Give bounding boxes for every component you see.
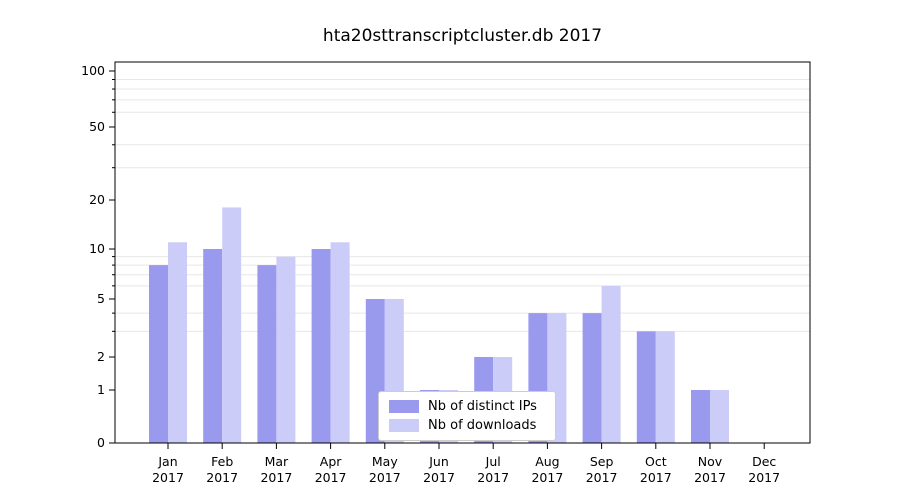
x-tick-label-sep: Sep 2017	[586, 454, 618, 485]
x-tick-label-aug: Aug 2017	[531, 454, 563, 485]
bar-distinct-ips-sep	[582, 313, 602, 443]
bar-distinct-ips-jan	[149, 265, 168, 443]
plot-frame	[114, 61, 811, 444]
legend-item-downloads: Nb of downloads	[389, 418, 537, 433]
y-tick-label-100: 100	[81, 63, 105, 78]
x-tick-label-feb: Feb 2017	[206, 454, 238, 485]
bar-downloads-oct	[655, 331, 675, 443]
legend-label-distinct-ips: Nb of distinct IPs	[428, 399, 537, 414]
bar-downloads-jan	[168, 242, 187, 443]
x-tick-label-apr: Apr 2017	[315, 454, 347, 485]
bar-distinct-ips-apr	[311, 249, 331, 443]
x-tick-label-nov: Nov 2017	[694, 454, 726, 485]
y-tick-label-10: 10	[89, 241, 105, 256]
bar-distinct-ips-mar	[257, 265, 277, 443]
y-tick-label-50: 50	[89, 119, 105, 134]
bar-downloads-nov	[710, 390, 729, 443]
y-tick-label-0: 0	[97, 435, 105, 450]
legend-swatch-downloads	[389, 419, 419, 432]
x-tick-label-mar: Mar 2017	[260, 454, 292, 485]
chart-title: hta20sttranscriptcluster.db 2017	[322, 26, 603, 46]
y-tick-label-20: 20	[89, 192, 105, 207]
bar-distinct-ips-feb	[203, 249, 223, 443]
legend: Nb of distinct IPs Nb of downloads	[378, 391, 556, 441]
legend-item-distinct-ips: Nb of distinct IPs	[389, 399, 537, 414]
bar-distinct-ips-nov	[691, 390, 710, 443]
x-tick-label-jun: Jun 2017	[423, 454, 455, 485]
y-tick-label-2: 2	[97, 349, 105, 364]
legend-label-downloads: Nb of downloads	[428, 418, 537, 433]
x-tick-label-dec: Dec 2017	[748, 454, 780, 485]
x-tick-label-jan: Jan 2017	[152, 454, 184, 485]
y-tick-label-5: 5	[97, 291, 105, 306]
bar-downloads-apr	[330, 242, 350, 443]
legend-swatch-distinct-ips	[389, 400, 419, 413]
bar-downloads-mar	[276, 256, 296, 443]
x-tick-label-oct: Oct 2017	[640, 454, 672, 485]
bar-downloads-feb	[222, 207, 242, 443]
x-tick-label-may: May 2017	[369, 454, 401, 485]
bar-distinct-ips-oct	[636, 331, 656, 443]
bar-downloads-sep	[601, 285, 621, 443]
x-tick-label-jul: Jul 2017	[477, 454, 509, 485]
y-tick-label-1: 1	[97, 382, 105, 397]
